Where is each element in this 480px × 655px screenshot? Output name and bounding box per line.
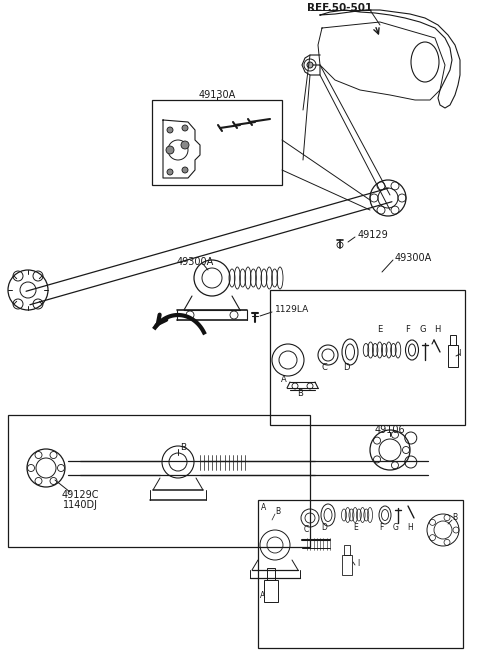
Text: H: H [434,326,440,335]
Circle shape [307,62,313,68]
Text: F: F [379,523,383,533]
Text: F: F [406,326,410,335]
Bar [264,580,278,602]
Bar [8,415,310,547]
Text: B: B [180,443,186,451]
Text: D: D [321,523,327,533]
Circle shape [166,146,174,154]
Text: I: I [357,559,359,567]
Text: G: G [393,523,399,533]
Text: E: E [377,326,383,335]
Text: A: A [262,504,266,512]
Bar [152,100,282,185]
Bar [342,555,352,575]
Bar [344,545,350,555]
Text: 49129C: 49129C [61,490,99,500]
Text: G: G [420,326,426,335]
Circle shape [182,125,188,131]
Bar [258,500,463,648]
Text: 49106: 49106 [375,425,405,435]
Bar [448,345,458,367]
Text: 1140DJ: 1140DJ [62,500,97,510]
Text: B: B [275,508,280,517]
Text: E: E [354,523,359,533]
Bar [450,335,456,345]
Text: REF.50-501: REF.50-501 [307,3,372,13]
Text: 49300A: 49300A [395,253,432,263]
Text: I: I [458,350,460,358]
Text: C: C [321,364,327,373]
Circle shape [182,167,188,173]
Text: B: B [453,514,457,523]
Text: H: H [407,523,413,531]
Circle shape [167,169,173,175]
Text: A: A [281,375,287,384]
Text: 49129: 49129 [358,230,389,240]
Bar [270,290,465,425]
Text: B: B [297,388,303,398]
Text: 49130A: 49130A [198,90,236,100]
Text: 1129LA: 1129LA [275,305,309,314]
Text: 49300A: 49300A [176,257,214,267]
Circle shape [167,127,173,133]
Text: C: C [303,525,309,534]
Text: D: D [343,362,349,371]
Bar [267,568,275,580]
Circle shape [181,141,189,149]
Text: A: A [260,591,265,599]
